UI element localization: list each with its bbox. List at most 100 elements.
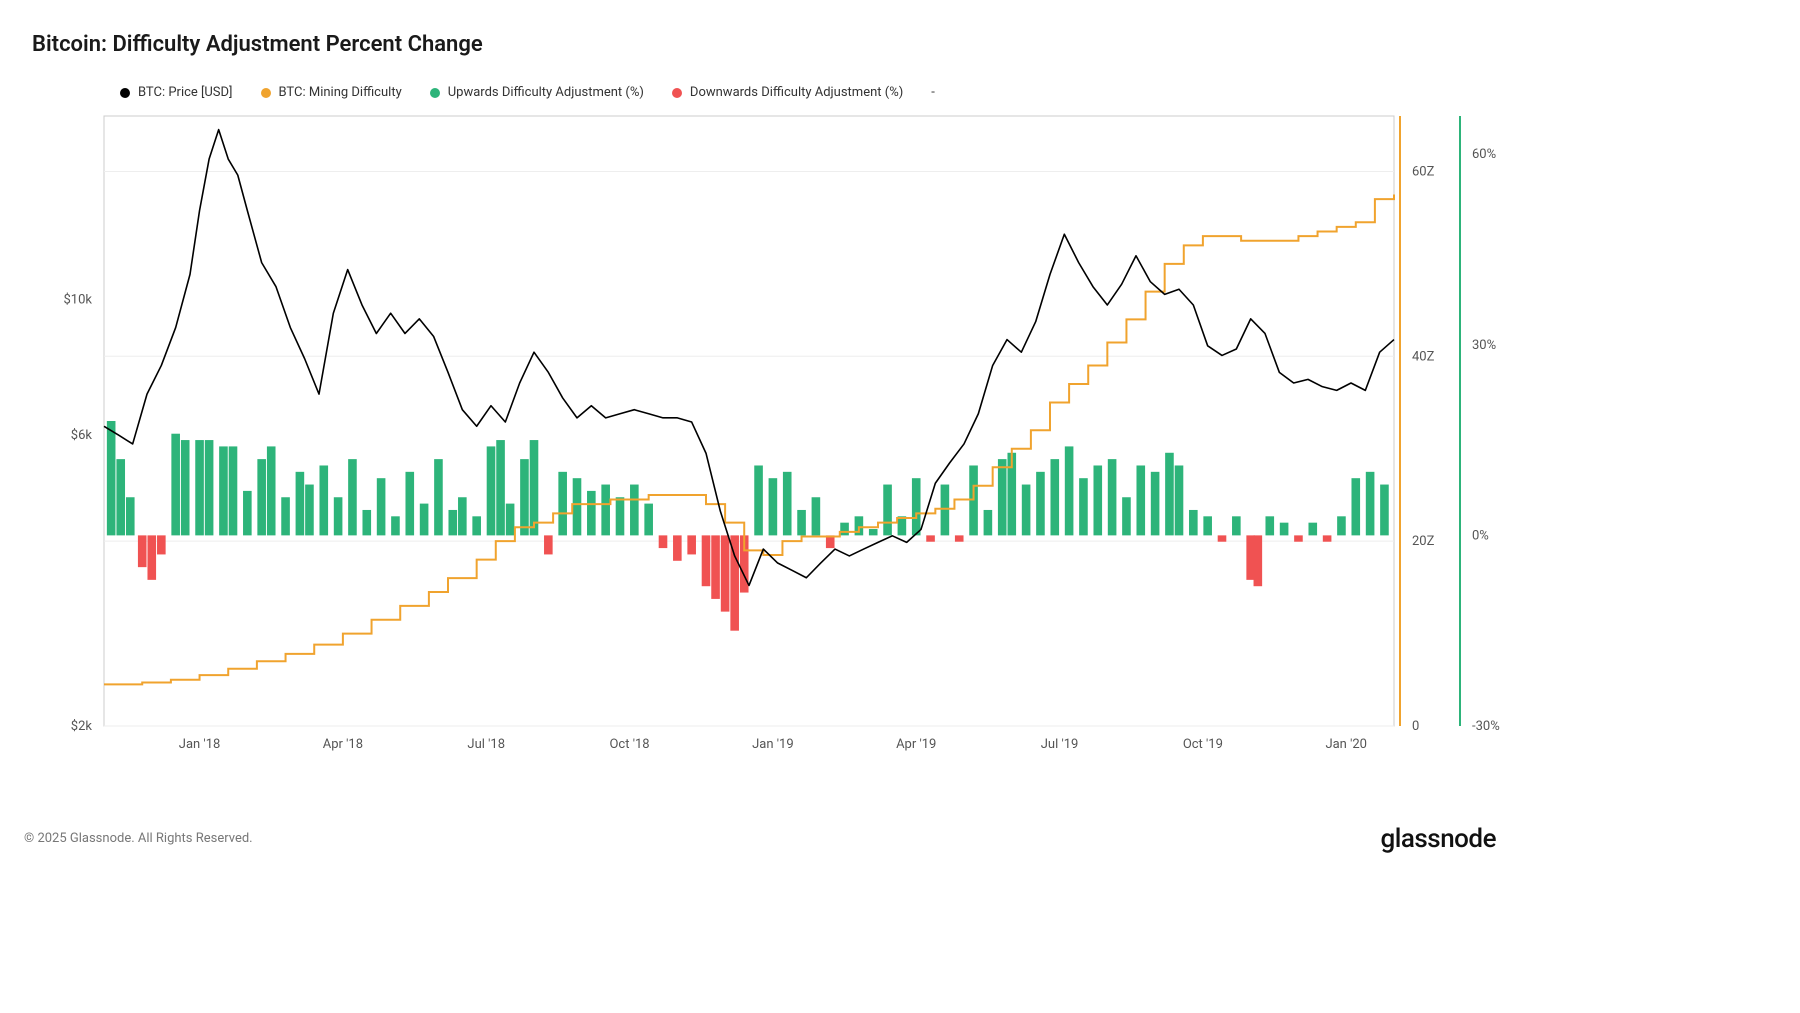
adjustment-bar bbox=[116, 459, 125, 535]
adjustment-bar bbox=[472, 516, 481, 535]
adjustment-bar bbox=[1337, 516, 1346, 535]
adjustment-bar bbox=[1151, 472, 1160, 536]
svg-text:Jul '18: Jul '18 bbox=[467, 737, 505, 752]
adjustment-bar bbox=[377, 478, 386, 535]
adjustment-bar bbox=[1122, 497, 1131, 535]
svg-text:Jan '19: Jan '19 bbox=[752, 737, 794, 752]
adjustment-bar bbox=[305, 485, 314, 536]
adjustment-bar bbox=[840, 523, 849, 536]
svg-text:$2k: $2k bbox=[71, 719, 93, 734]
adjustment-bar bbox=[281, 497, 290, 535]
svg-text:Oct '18: Oct '18 bbox=[609, 737, 649, 752]
adjustment-bar bbox=[1036, 472, 1045, 536]
adjustment-bar bbox=[171, 434, 180, 536]
adjustment-bar bbox=[630, 485, 639, 536]
adjustment-bar bbox=[1218, 535, 1227, 541]
adjustment-bar bbox=[869, 529, 878, 535]
adjustment-bar bbox=[587, 491, 596, 535]
adjustment-bar bbox=[319, 465, 328, 535]
adjustment-bar bbox=[391, 516, 400, 535]
adjustment-bar bbox=[783, 472, 792, 536]
adjustment-bar bbox=[730, 535, 739, 630]
adjustment-bar bbox=[1308, 523, 1317, 536]
adjustment-bar bbox=[334, 497, 343, 535]
adjustment-bar bbox=[687, 535, 696, 554]
legend-item-difficulty[interactable]: BTC: Mining Difficulty bbox=[261, 85, 402, 100]
adjustment-bar bbox=[1294, 535, 1303, 541]
adjustment-bar bbox=[420, 504, 429, 536]
difficulty-line bbox=[104, 195, 1394, 685]
adjustment-bar bbox=[448, 510, 457, 535]
adjustment-bar bbox=[157, 535, 166, 554]
svg-text:Oct '19: Oct '19 bbox=[1183, 737, 1223, 752]
adjustment-bar bbox=[721, 535, 730, 611]
adjustment-bar bbox=[1351, 478, 1360, 535]
adjustment-bar bbox=[1380, 485, 1389, 536]
adjustment-bar bbox=[530, 440, 539, 535]
adjustment-bar bbox=[998, 459, 1007, 535]
adjustment-bar bbox=[1366, 472, 1375, 536]
adjustment-bar bbox=[243, 491, 252, 535]
adjustment-bar bbox=[229, 446, 238, 535]
adjustment-bar bbox=[573, 478, 582, 535]
brand-logo: glassnode bbox=[1381, 824, 1496, 854]
chart-canvas: $2k$6k$10k020Z40Z60Z-30%0%30%60%Jan '18A… bbox=[24, 106, 1512, 786]
svg-text:Apr '18: Apr '18 bbox=[323, 737, 363, 752]
adjustment-bar bbox=[941, 485, 950, 536]
adjustment-bar bbox=[984, 510, 993, 535]
adjustment-bar bbox=[1050, 459, 1059, 535]
adjustment-bar bbox=[673, 535, 682, 560]
adjustment-bar bbox=[912, 478, 921, 535]
adjustment-bar bbox=[506, 504, 515, 536]
adjustment-bar bbox=[257, 459, 266, 535]
adjustment-bar bbox=[659, 535, 668, 548]
adjustment-bar bbox=[955, 535, 964, 541]
copyright: © 2025 Glassnode. All Rights Reserved. bbox=[24, 831, 253, 846]
adjustment-bar bbox=[348, 459, 357, 535]
adjustment-bar bbox=[181, 440, 190, 535]
svg-text:40Z: 40Z bbox=[1412, 349, 1435, 364]
svg-text:-30%: -30% bbox=[1472, 719, 1500, 734]
adjustment-bar bbox=[205, 440, 214, 535]
adjustment-bar bbox=[1189, 510, 1198, 535]
adjustment-bar bbox=[1022, 485, 1031, 536]
adjustment-bar bbox=[1280, 523, 1289, 536]
adjustment-bar bbox=[769, 478, 778, 535]
svg-text:Jan '20: Jan '20 bbox=[1325, 737, 1367, 752]
svg-text:60Z: 60Z bbox=[1412, 164, 1435, 179]
adjustment-bar bbox=[520, 459, 529, 535]
adjustment-bar bbox=[883, 485, 892, 536]
legend-item-upward[interactable]: Upwards Difficulty Adjustment (%) bbox=[430, 85, 644, 100]
adjustment-bar bbox=[1165, 453, 1174, 536]
adjustment-bar bbox=[1079, 478, 1088, 535]
adjustment-bar bbox=[487, 446, 496, 535]
adjustment-bar bbox=[1065, 446, 1074, 535]
adjustment-bar bbox=[1323, 535, 1332, 541]
adjustment-bar bbox=[797, 510, 806, 535]
adjustment-bar bbox=[812, 497, 821, 535]
svg-text:Jan '18: Jan '18 bbox=[179, 737, 221, 752]
adjustment-bar bbox=[1254, 535, 1263, 586]
adjustment-bar bbox=[601, 485, 610, 536]
adjustment-bar bbox=[1175, 465, 1184, 535]
adjustment-bar bbox=[434, 459, 443, 535]
svg-text:30%: 30% bbox=[1472, 338, 1496, 353]
svg-text:Apr '19: Apr '19 bbox=[896, 737, 936, 752]
adjustment-bar bbox=[147, 535, 156, 579]
adjustment-bar bbox=[496, 440, 505, 535]
svg-text:$10k: $10k bbox=[63, 293, 92, 308]
adjustment-bar bbox=[754, 465, 763, 535]
chart-title: Bitcoin: Difficulty Adjustment Percent C… bbox=[32, 32, 1512, 57]
adjustment-bar bbox=[195, 440, 204, 535]
adjustment-bar bbox=[296, 472, 305, 536]
svg-text:0: 0 bbox=[1412, 719, 1419, 734]
legend: BTC: Price [USD] BTC: Mining Difficulty … bbox=[120, 85, 1512, 100]
adjustment-bar bbox=[544, 535, 553, 554]
adjustment-bar bbox=[616, 497, 625, 535]
legend-item-extra[interactable]: - bbox=[931, 85, 935, 100]
adjustment-bar bbox=[702, 535, 711, 586]
svg-text:0%: 0% bbox=[1472, 528, 1489, 543]
legend-item-downward[interactable]: Downwards Difficulty Adjustment (%) bbox=[672, 85, 903, 100]
legend-item-price[interactable]: BTC: Price [USD] bbox=[120, 85, 233, 100]
adjustment-bar bbox=[926, 535, 935, 541]
